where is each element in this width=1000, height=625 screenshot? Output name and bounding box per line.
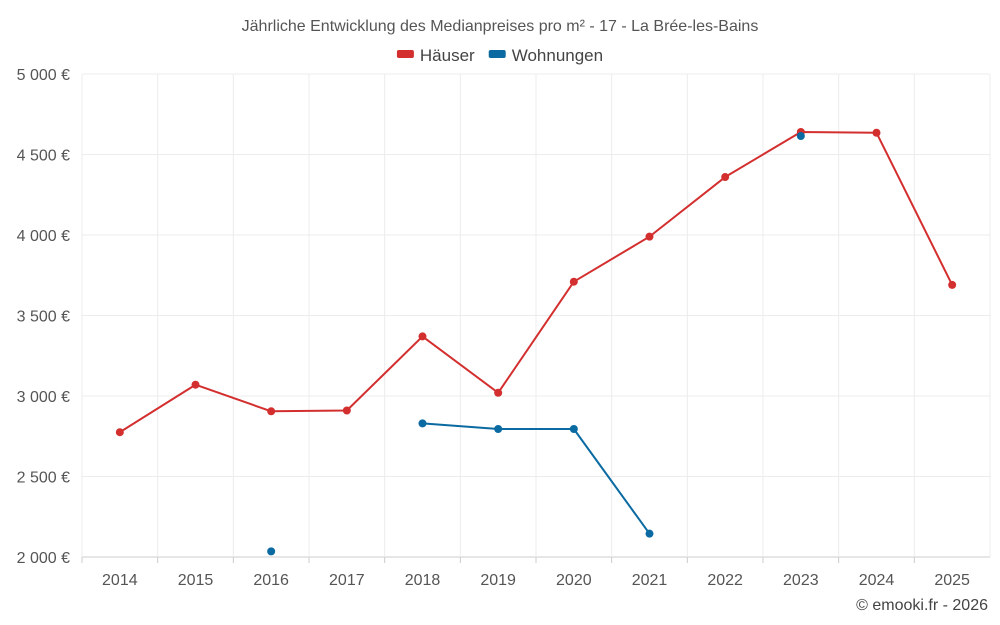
series-line	[422, 422, 651, 535]
y-tick-label: 5 000 €	[17, 67, 70, 84]
x-tick-label: 2025	[934, 572, 970, 589]
data-point[interactable]	[267, 407, 276, 416]
legend-item-2[interactable]: Wohnungen	[488, 46, 603, 65]
x-tick-label: 2016	[253, 572, 289, 589]
data-point[interactable]	[872, 128, 881, 137]
legend-label: Wohnungen	[512, 46, 603, 65]
data-point[interactable]	[115, 428, 124, 437]
data-point[interactable]	[191, 380, 200, 389]
x-tick-label: 2023	[783, 572, 819, 589]
data-point[interactable]	[796, 131, 805, 140]
y-tick-label: 3 000 €	[17, 389, 70, 406]
data-point[interactable]	[569, 277, 578, 286]
y-tick-label: 4 000 €	[17, 228, 70, 245]
axes: 2 000 € 2 500 € 3 000 € 3 500 € 4 000 € 4 500…	[17, 67, 970, 589]
x-tick-label: 2021	[632, 572, 668, 589]
x-tick-label: 2014	[102, 572, 138, 589]
series-1	[115, 127, 957, 437]
x-tick-label: 2017	[329, 572, 365, 589]
x-tick-label: 2015	[178, 572, 214, 589]
grid	[81, 73, 991, 558]
credit-text: © emooki.fr - 2026	[856, 597, 988, 614]
legend-item-1[interactable]: Häuser	[396, 46, 475, 65]
series-line	[119, 130, 954, 434]
data-point[interactable]	[948, 280, 957, 289]
data-point[interactable]	[418, 419, 427, 428]
data-point[interactable]	[645, 232, 654, 241]
legend-label: Häuser	[420, 46, 475, 65]
legend-swatch	[488, 50, 506, 58]
chart-title: Jährliche Entwicklung des Medianpreises …	[242, 18, 759, 35]
legend-swatch	[396, 50, 414, 58]
x-tick-label: 2019	[480, 572, 516, 589]
y-tick-label: 2 500 €	[17, 470, 70, 487]
data-point[interactable]	[418, 332, 427, 341]
data-point[interactable]	[494, 388, 503, 397]
x-tick-label: 2024	[859, 572, 895, 589]
series-2	[267, 131, 805, 556]
data-point[interactable]	[645, 529, 654, 538]
y-tick-label: 2 000 €	[17, 550, 70, 567]
y-tick-label: 3 500 €	[17, 309, 70, 326]
series	[115, 127, 957, 556]
x-tick-label: 2022	[707, 572, 743, 589]
x-tick-label: 2018	[405, 572, 441, 589]
data-point[interactable]	[569, 425, 578, 434]
x-tick-label: 2020	[556, 572, 592, 589]
data-point[interactable]	[721, 173, 730, 182]
y-tick-label: 4 500 €	[17, 148, 70, 165]
data-point[interactable]	[342, 406, 351, 415]
data-point[interactable]	[494, 425, 503, 434]
data-point[interactable]	[267, 547, 276, 556]
legend: Häuser Wohnungen	[396, 46, 603, 65]
